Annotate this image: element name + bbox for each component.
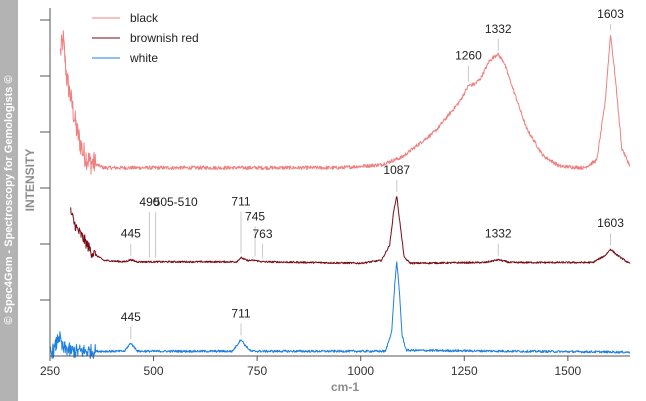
series-line-white	[49, 261, 631, 359]
peak-label: 1332	[485, 22, 512, 36]
peak-label: 763	[253, 227, 273, 241]
x-tick-label: 1000	[347, 364, 374, 378]
axis-layer: 250 500 750 1000 1250 1500	[40, 8, 630, 378]
y-axis-title: INTENSITY	[23, 149, 37, 212]
x-tick-label: 250	[40, 364, 60, 378]
legend-label: black	[130, 11, 159, 25]
series-line-black	[59, 30, 631, 175]
legend: black brownish red white	[92, 11, 199, 65]
series-layer	[49, 30, 631, 359]
peak-label: 505-510	[154, 195, 198, 209]
legend-label: brownish red	[130, 31, 199, 45]
watermark-strip: © Spec4Gem - Spectroscopy for Gemologist…	[0, 0, 18, 401]
peak-label: 445	[121, 310, 141, 324]
peak-label: 1603	[597, 216, 624, 230]
x-tick-label: 750	[247, 364, 267, 378]
peak-label: 1087	[383, 163, 410, 177]
peak-label: 711	[231, 195, 250, 209]
peak-label: 1260	[455, 49, 482, 63]
x-axis-title: cm-1	[331, 380, 359, 394]
peak-label: 711	[231, 306, 250, 320]
x-tick-label: 500	[144, 364, 164, 378]
peak-label: 490	[139, 195, 159, 209]
peak-label: 745	[245, 209, 265, 223]
peak-label: 1332	[485, 227, 512, 241]
x-tick-label: 1250	[451, 364, 478, 378]
peak-label: 1603	[597, 7, 624, 21]
legend-label: white	[129, 51, 158, 65]
x-tick-label: 1500	[555, 364, 582, 378]
peak-label: 445	[121, 227, 141, 241]
series-line-brownish-red	[70, 196, 631, 265]
